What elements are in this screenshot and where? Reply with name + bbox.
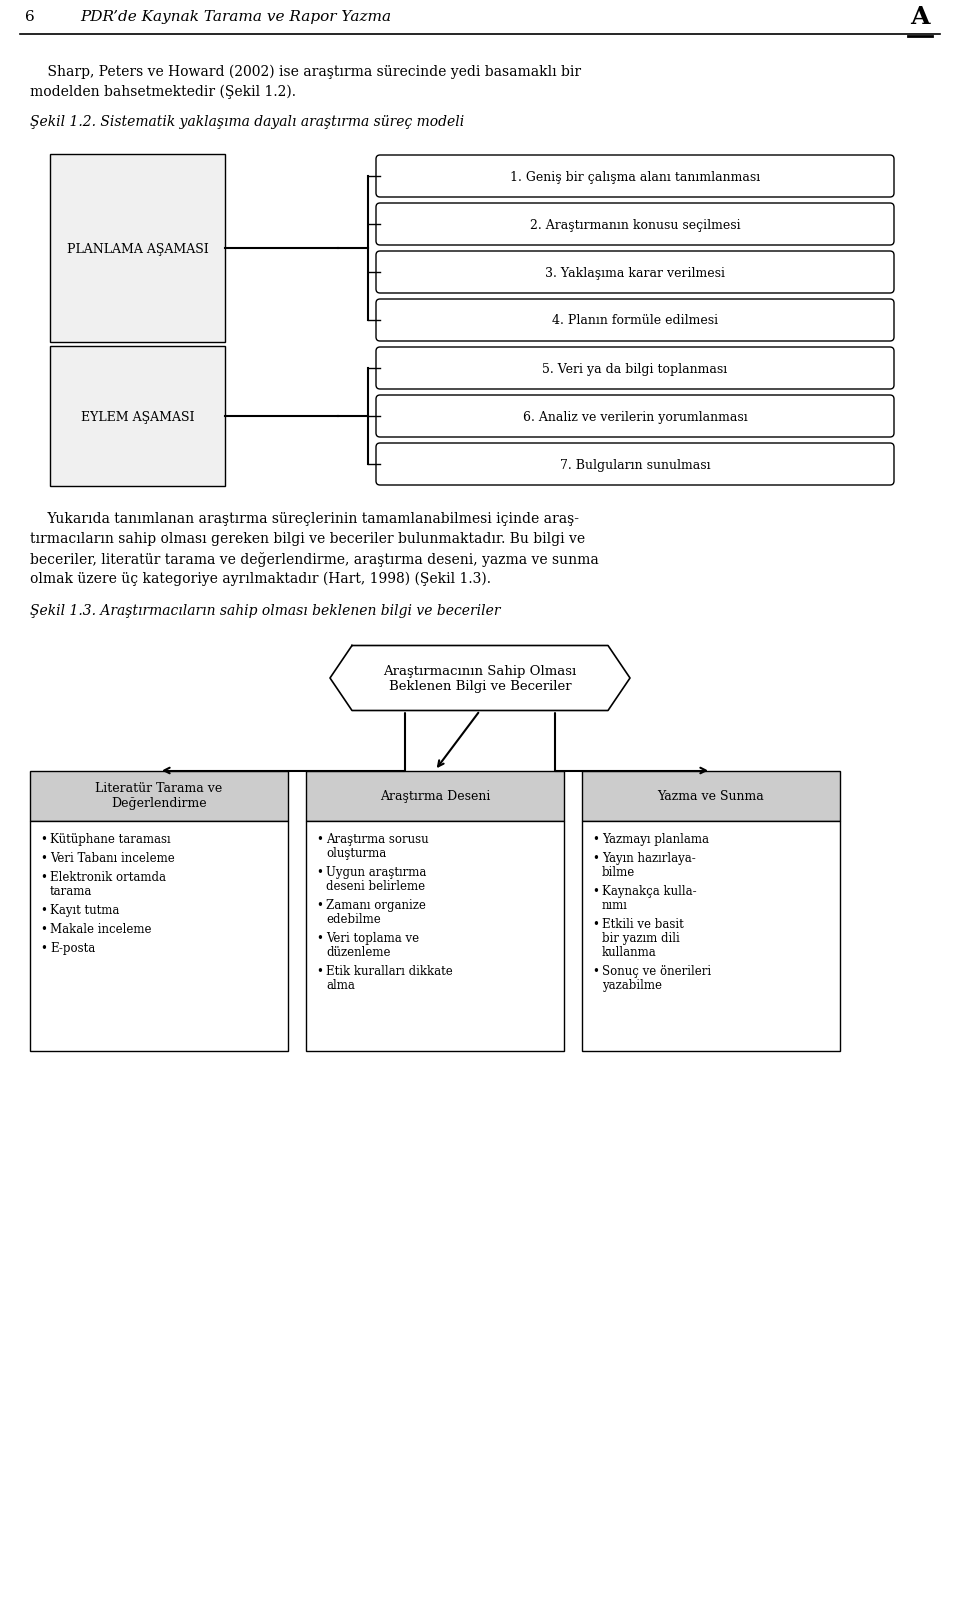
Text: Kayıt tutma: Kayıt tutma <box>50 903 119 918</box>
Text: modelden bahsetmektedir (Şekil 1.2).: modelden bahsetmektedir (Şekil 1.2). <box>30 85 296 100</box>
FancyBboxPatch shape <box>376 347 894 391</box>
Text: 2. Araştırmanın konusu seçilmesi: 2. Araştırmanın konusu seçilmesi <box>530 219 740 231</box>
Text: •: • <box>40 871 47 884</box>
Text: tırmacıların sahip olması gereken bilgi ve beceriler bulunmaktadır. Bu bilgi ve: tırmacıların sahip olması gereken bilgi … <box>30 532 586 546</box>
Text: kullanma: kullanma <box>602 947 657 959</box>
Text: Veri Tabanı inceleme: Veri Tabanı inceleme <box>50 852 175 865</box>
Text: •: • <box>316 964 323 979</box>
Text: Şekil 1.3. Araştırmacıların sahip olması beklenen bilgi ve beceriler: Şekil 1.3. Araştırmacıların sahip olması… <box>30 604 500 617</box>
Bar <box>30 771 288 821</box>
Text: Uygun araştırma: Uygun araştırma <box>326 866 426 879</box>
Text: •: • <box>316 932 323 945</box>
Text: edebilme: edebilme <box>326 913 381 926</box>
Text: bilme: bilme <box>602 866 636 879</box>
Bar <box>50 347 225 487</box>
Bar <box>582 821 840 1051</box>
Text: nımı: nımı <box>602 898 628 911</box>
Text: beceriler, literatür tarama ve değerlendirme, araştırma deseni, yazma ve sunma: beceriler, literatür tarama ve değerlend… <box>30 551 599 567</box>
Text: •: • <box>316 898 323 911</box>
Text: Etkili ve basit: Etkili ve basit <box>602 918 684 930</box>
Text: Araştırmacının Sahip Olması
Beklenen Bilgi ve Beceriler: Araştırmacının Sahip Olması Beklenen Bil… <box>383 665 577 693</box>
Bar <box>306 821 564 1051</box>
Text: deseni belirleme: deseni belirleme <box>326 881 425 893</box>
FancyBboxPatch shape <box>376 301 894 342</box>
Text: Etik kuralları dikkate: Etik kuralları dikkate <box>326 964 453 979</box>
Bar <box>306 771 564 821</box>
Text: •: • <box>592 852 599 865</box>
Text: Sharp, Peters ve Howard (2002) ise araştırma sürecinde yedi basamaklı bir: Sharp, Peters ve Howard (2002) ise araşt… <box>30 64 581 79</box>
Text: Kaynakça kulla-: Kaynakça kulla- <box>602 885 697 898</box>
Text: 6: 6 <box>25 10 35 24</box>
Text: •: • <box>40 852 47 865</box>
Text: Yayın hazırlaya-: Yayın hazırlaya- <box>602 852 696 865</box>
Text: Veri toplama ve: Veri toplama ve <box>326 932 420 945</box>
Text: Elektronik ortamda: Elektronik ortamda <box>50 871 166 884</box>
Polygon shape <box>330 646 630 710</box>
Text: •: • <box>40 942 47 955</box>
Text: •: • <box>40 832 47 845</box>
Text: •: • <box>592 918 599 930</box>
Text: Araştırma sorusu: Araştırma sorusu <box>326 832 428 845</box>
Text: tarama: tarama <box>50 885 92 898</box>
Text: olmak üzere üç kategoriye ayrılmaktadır (Hart, 1998) (Şekil 1.3).: olmak üzere üç kategoriye ayrılmaktadır … <box>30 572 491 587</box>
Text: Kütüphane taraması: Kütüphane taraması <box>50 832 171 845</box>
Bar <box>582 771 840 821</box>
Text: •: • <box>316 866 323 879</box>
FancyBboxPatch shape <box>376 204 894 246</box>
Text: 4. Planın formüle edilmesi: 4. Planın formüle edilmesi <box>552 315 718 328</box>
Text: PLANLAMA AŞAMASI: PLANLAMA AŞAMASI <box>66 243 208 256</box>
Text: alma: alma <box>326 979 355 992</box>
Bar <box>50 154 225 342</box>
FancyBboxPatch shape <box>376 156 894 198</box>
Text: •: • <box>40 922 47 935</box>
Text: bir yazım dili: bir yazım dili <box>602 932 680 945</box>
Text: oluşturma: oluşturma <box>326 847 386 860</box>
Text: 6. Analiz ve verilerin yorumlanması: 6. Analiz ve verilerin yorumlanması <box>522 410 748 423</box>
Text: •: • <box>316 832 323 845</box>
Text: 3. Yaklaşıma karar verilmesi: 3. Yaklaşıma karar verilmesi <box>545 267 725 280</box>
FancyBboxPatch shape <box>376 252 894 294</box>
Text: •: • <box>40 903 47 918</box>
Text: düzenleme: düzenleme <box>326 947 391 959</box>
Text: Yukarıda tanımlanan araştırma süreçlerinin tamamlanabilmesi içinde araş-: Yukarıda tanımlanan araştırma süreçlerin… <box>30 511 579 525</box>
Text: Araştırma Deseni: Araştırma Deseni <box>380 789 491 802</box>
Bar <box>30 821 288 1051</box>
Text: Yazma ve Sunma: Yazma ve Sunma <box>658 789 764 802</box>
Text: Şekil 1.2. Sistematik yaklaşıma dayalı araştırma süreç modeli: Şekil 1.2. Sistematik yaklaşıma dayalı a… <box>30 116 465 129</box>
Text: 1. Geniş bir çalışma alanı tanımlanması: 1. Geniş bir çalışma alanı tanımlanması <box>510 170 760 183</box>
Text: •: • <box>592 885 599 898</box>
Text: Sonuç ve önerileri: Sonuç ve önerileri <box>602 964 711 979</box>
FancyBboxPatch shape <box>376 395 894 437</box>
Text: Makale inceleme: Makale inceleme <box>50 922 152 935</box>
Text: 7. Bulguların sunulması: 7. Bulguların sunulması <box>560 458 710 471</box>
Text: yazabilme: yazabilme <box>602 979 662 992</box>
Text: •: • <box>592 832 599 845</box>
Text: EYLEM AŞAMASI: EYLEM AŞAMASI <box>81 410 194 423</box>
Text: Zamanı organize: Zamanı organize <box>326 898 426 911</box>
Text: 5. Veri ya da bilgi toplanması: 5. Veri ya da bilgi toplanması <box>542 362 728 376</box>
Text: PDR’de Kaynak Tarama ve Rapor Yazma: PDR’de Kaynak Tarama ve Rapor Yazma <box>80 10 391 24</box>
Text: E-posta: E-posta <box>50 942 95 955</box>
Text: •: • <box>592 964 599 979</box>
FancyBboxPatch shape <box>376 444 894 485</box>
Text: Literatür Tarama ve
Değerlendirme: Literatür Tarama ve Değerlendirme <box>95 783 223 810</box>
Text: Yazmayı planlama: Yazmayı planlama <box>602 832 709 845</box>
Text: A: A <box>910 5 929 29</box>
